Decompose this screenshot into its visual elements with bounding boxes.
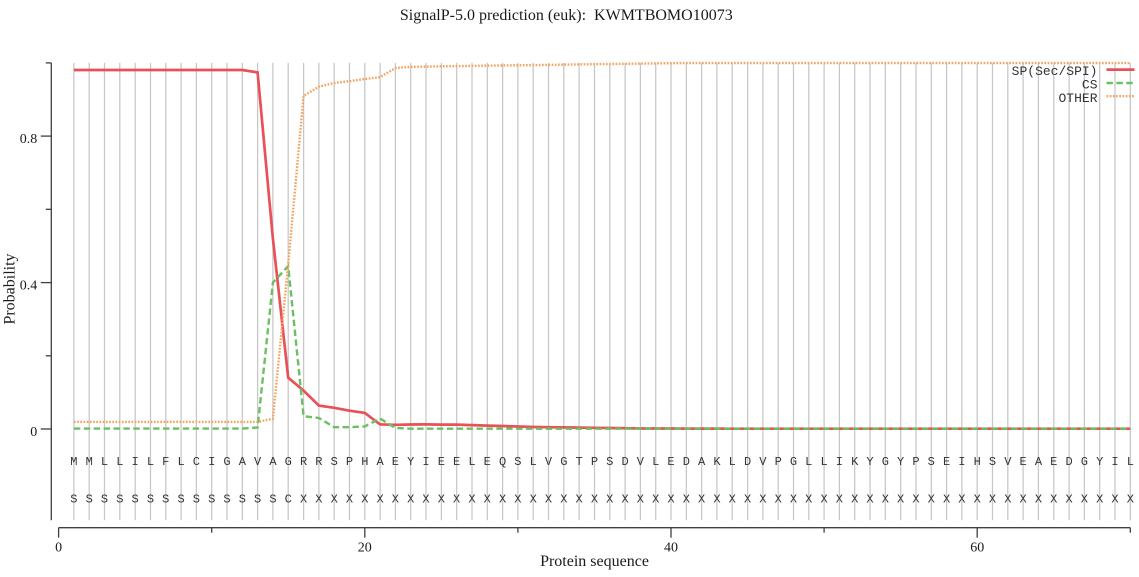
svg-text:Probability: Probability — [2, 253, 19, 324]
svg-text:60: 60 — [970, 541, 984, 556]
svg-text:0.8: 0.8 — [20, 132, 38, 147]
svg-text:0.4: 0.4 — [20, 279, 38, 294]
svg-text:0: 0 — [55, 541, 62, 556]
svg-text:SignalP-5.0 prediction (euk):: SignalP-5.0 prediction (euk): KWMTBOMO10… — [400, 7, 733, 24]
svg-text:Protein sequence: Protein sequence — [540, 553, 649, 570]
svg-text:SP(Sec/SPI): SP(Sec/SPI) — [1012, 64, 1098, 79]
svg-text:OTHER: OTHER — [1058, 91, 1097, 106]
svg-text:40: 40 — [664, 541, 678, 556]
svg-text:0: 0 — [30, 425, 37, 440]
svg-text:CS: CS — [1082, 78, 1098, 93]
svg-text:20: 20 — [358, 541, 372, 556]
